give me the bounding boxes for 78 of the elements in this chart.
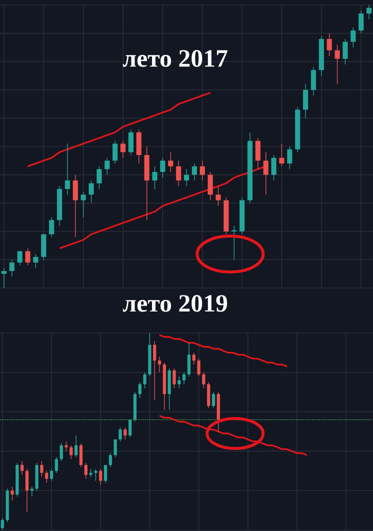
candlestick <box>124 427 127 440</box>
candlestick <box>108 452 112 468</box>
candlestick <box>342 38 348 65</box>
candlestick <box>80 191 86 218</box>
candlestick <box>104 464 108 484</box>
candlestick <box>114 439 117 458</box>
candlestick <box>279 143 284 167</box>
candlestick <box>96 166 102 190</box>
candlestick <box>136 129 142 164</box>
candlestick <box>128 419 132 438</box>
candlestick <box>271 154 276 181</box>
chart-title: лето 2019 <box>122 294 228 312</box>
candlestick <box>25 248 30 266</box>
candlestick <box>128 129 134 156</box>
candlestick <box>64 143 70 195</box>
candlestick <box>64 441 68 452</box>
candlestick <box>192 352 196 365</box>
candlestick <box>88 180 94 204</box>
candlestick <box>187 342 191 377</box>
candlestick <box>310 66 316 96</box>
candlestick <box>208 172 213 201</box>
candlestick <box>192 163 197 181</box>
candlestick <box>45 470 48 484</box>
candlestick <box>10 486 14 501</box>
candlestick <box>33 254 38 269</box>
candlestick <box>20 460 24 476</box>
candlestick <box>168 368 171 410</box>
text: лето 2017 <box>122 50 228 67</box>
candlestick <box>143 372 146 389</box>
candlestick <box>74 435 78 458</box>
candlestick <box>212 392 216 408</box>
candlestick <box>176 160 182 186</box>
candlestick <box>138 382 142 398</box>
candlestick <box>35 462 38 491</box>
candlestick <box>49 216 54 238</box>
candlestick <box>30 486 34 497</box>
candlestick <box>50 468 54 482</box>
candlestick <box>70 444 73 460</box>
candlestick <box>303 84 308 119</box>
candlestick <box>255 138 260 170</box>
candlestick <box>72 174 78 238</box>
candlestick <box>94 468 98 482</box>
candlestick <box>153 340 156 400</box>
candlestick <box>152 166 158 190</box>
candlestick <box>350 27 356 48</box>
candlestick <box>120 140 126 158</box>
candlestick <box>99 468 102 486</box>
candlestick <box>79 442 83 468</box>
candlestick <box>1 268 7 288</box>
candlestick <box>9 259 14 278</box>
candlestick <box>158 356 162 373</box>
candlestick <box>334 44 340 85</box>
candlestick <box>118 427 122 442</box>
candlestick <box>60 442 63 462</box>
candlestick <box>172 368 176 389</box>
candlestick <box>168 152 174 172</box>
candlestick <box>40 460 44 478</box>
candlestick <box>182 372 186 385</box>
candlestick <box>104 157 110 176</box>
candlestick <box>41 234 46 260</box>
candlestick <box>84 462 88 480</box>
candlestick <box>207 382 210 408</box>
candlestick <box>358 10 364 34</box>
candlestick <box>25 468 29 513</box>
candlestick <box>17 250 22 266</box>
candlestick <box>326 32 332 56</box>
candlestick <box>216 186 221 206</box>
candlestick <box>366 4 372 20</box>
candlestick <box>287 146 292 170</box>
candlestick <box>197 358 200 377</box>
candlestick <box>160 157 166 178</box>
candlestick <box>0 518 4 530</box>
candlestick <box>112 140 118 164</box>
candlestick <box>200 160 205 181</box>
candlestick <box>184 168 190 186</box>
candlestick <box>54 456 58 474</box>
candlestick <box>202 372 206 389</box>
candlestick <box>263 152 268 195</box>
